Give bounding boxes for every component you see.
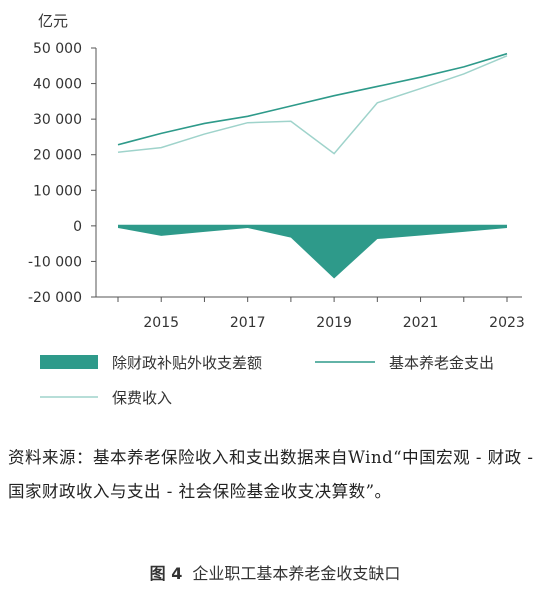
legend-label-pension-expenditure: 基本养老金支出 bbox=[389, 354, 494, 372]
y-axis-unit-label: 亿元 bbox=[38, 12, 68, 30]
chart: 亿元 50 000 40 000 30 000 20 000 10 000 0 -10 00… bbox=[28, 12, 525, 407]
legend-label-premium-income: 保费收入 bbox=[112, 389, 172, 407]
figure-caption: 图 4 企业职工基本养老金收支缺口 bbox=[0, 560, 550, 584]
y-tick-label: 20 000 bbox=[33, 148, 82, 164]
series-area-gap bbox=[118, 225, 507, 279]
x-tick-label: 2021 bbox=[403, 315, 439, 331]
y-tick-label: 50 000 bbox=[33, 41, 82, 57]
y-tick-label: -20 000 bbox=[28, 290, 82, 306]
legend-swatch-gap bbox=[40, 355, 98, 369]
y-tick-label: -10 000 bbox=[28, 254, 82, 270]
source-note: 资料来源：基本养老保险收入和支出数据来自Wind“中国宏观 - 财政 - 国家财… bbox=[8, 448, 534, 501]
legend-label-gap: 除财政补贴外收支差额 bbox=[112, 354, 262, 372]
plot-area: 50 000 40 000 30 000 20 000 10 000 0 -10 000 -2… bbox=[28, 41, 525, 331]
y-tick-label: 30 000 bbox=[33, 112, 82, 128]
y-tick-label: 40 000 bbox=[33, 77, 82, 93]
x-tick-label: 2019 bbox=[316, 315, 352, 331]
series-line-premium-income bbox=[117, 55, 508, 155]
figure-title: 企业职工基本养老金收支缺口 bbox=[192, 564, 401, 583]
series-line-pension-expenditure bbox=[117, 52, 508, 146]
figure-number: 图 4 bbox=[149, 564, 183, 583]
x-tick-label: 2017 bbox=[230, 315, 266, 331]
y-tick-label: 10 000 bbox=[33, 183, 82, 199]
x-tick-label: 2023 bbox=[489, 315, 525, 331]
y-tick-label: 0 bbox=[73, 219, 82, 235]
x-tick-label: 2015 bbox=[143, 315, 179, 331]
